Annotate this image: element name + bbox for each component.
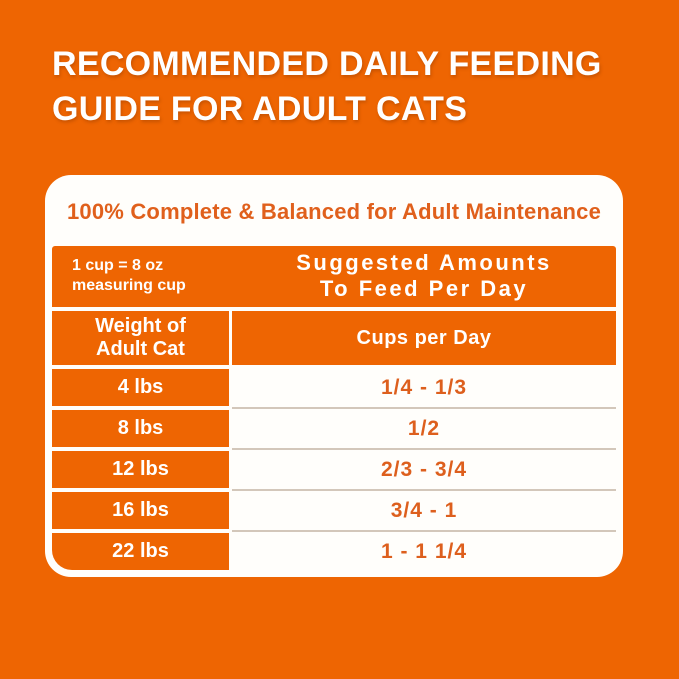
cups-cell: 1/4 - 1/3 <box>232 369 616 406</box>
weight-column-header-line-1: Weight of <box>95 315 186 337</box>
table-header-band: 1 cup = 8 oz measuring cup Suggested Amo… <box>52 246 616 307</box>
header-divider <box>52 307 616 311</box>
row-separator <box>52 447 616 451</box>
separator-line <box>232 407 616 409</box>
column-divider <box>229 492 232 529</box>
column-divider <box>229 311 232 365</box>
column-divider <box>229 533 232 570</box>
feeding-guide-card: 100% Complete & Balanced for Adult Maint… <box>45 175 623 577</box>
suggested-amounts-line-1: Suggested Amounts <box>296 249 552 275</box>
table-row: 22 lbs 1 - 1 1/4 <box>52 533 616 570</box>
row-separator <box>52 529 616 533</box>
cups-cell: 3/4 - 1 <box>232 492 616 529</box>
cups-cell: 1 - 1 1/4 <box>232 533 616 570</box>
card-title: 100% Complete & Balanced for Adult Maint… <box>66 199 602 224</box>
suggested-amounts-line-2: To Feed Per Day <box>319 276 529 302</box>
suggested-amounts-header: Suggested Amounts To Feed Per Day <box>232 250 616 304</box>
row-separator <box>52 488 616 492</box>
separator-line <box>232 530 616 532</box>
table-row: 8 lbs 1/2 <box>52 410 616 447</box>
separator-line <box>232 448 616 450</box>
cups-column-header: Cups per Day <box>232 311 616 365</box>
measuring-cup-note-line-2: measuring cup <box>72 277 186 295</box>
column-divider <box>229 369 232 406</box>
feeding-table: 1 cup = 8 oz measuring cup Suggested Amo… <box>52 246 616 570</box>
measuring-cup-note: 1 cup = 8 oz measuring cup <box>72 256 186 298</box>
table-row: 16 lbs 3/4 - 1 <box>52 492 616 529</box>
weight-cell: 12 lbs <box>52 451 229 488</box>
weight-cell: 4 lbs <box>52 369 229 406</box>
page-title-line-2: GUIDE FOR ADULT CATS <box>52 90 468 128</box>
table-row: 12 lbs 2/3 - 3/4 <box>52 451 616 488</box>
page-title: RECOMMENDED DAILY FEEDING GUIDE FOR ADUL… <box>52 42 602 132</box>
cups-cell: 1/2 <box>232 410 616 447</box>
page-title-line-1: RECOMMENDED DAILY FEEDING <box>52 45 602 83</box>
row-separator <box>52 406 616 410</box>
cups-cell: 2/3 - 3/4 <box>232 451 616 488</box>
weight-cell: 22 lbs <box>52 533 229 570</box>
measuring-cup-note-line-1: 1 cup = 8 oz <box>72 256 164 274</box>
weight-cell: 8 lbs <box>52 410 229 447</box>
subheader-divider <box>52 365 616 369</box>
weight-column-header: Weight of Adult Cat <box>52 311 229 365</box>
weight-cell: 16 lbs <box>52 492 229 529</box>
separator-line <box>232 489 616 491</box>
column-header-row: Weight of Adult Cat Cups per Day <box>52 311 616 365</box>
column-divider <box>229 410 232 447</box>
column-divider <box>229 451 232 488</box>
weight-column-header-line-2: Adult Cat <box>96 338 185 360</box>
table-row: 4 lbs 1/4 - 1/3 <box>52 369 616 406</box>
